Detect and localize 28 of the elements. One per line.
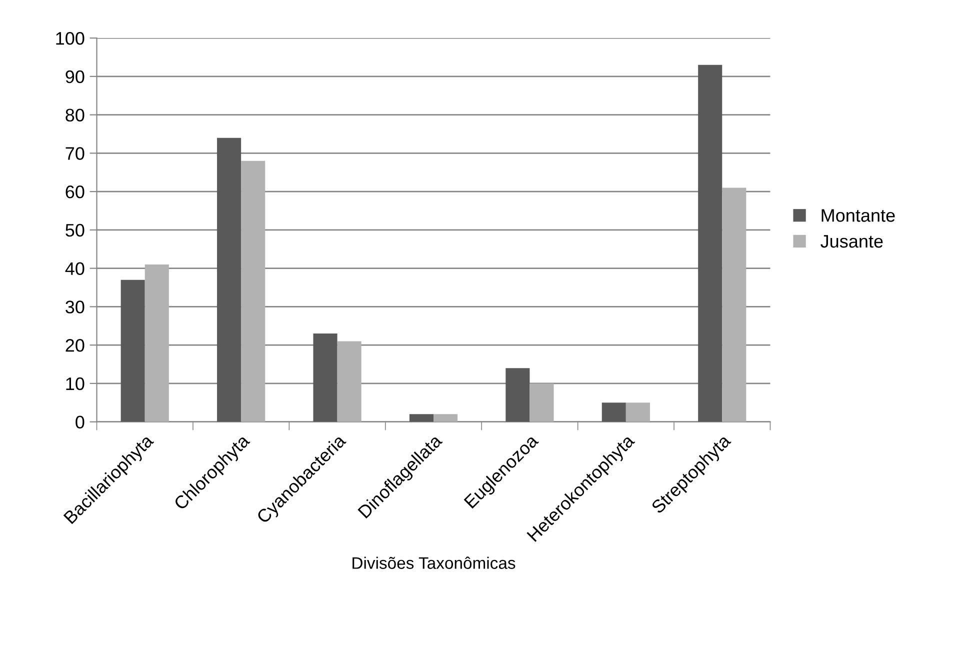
bar — [506, 368, 530, 422]
y-tick-label: 10 — [66, 377, 84, 390]
legend-label: Jusante — [820, 235, 883, 248]
bar — [217, 138, 242, 422]
bar — [409, 414, 434, 422]
bar — [530, 383, 554, 422]
y-tick-label: 40 — [65, 262, 84, 276]
y-tick-label: 0 — [76, 416, 84, 429]
bar — [722, 188, 746, 422]
y-tick-label: 60 — [66, 186, 84, 198]
bar — [698, 64, 722, 422]
bar — [337, 341, 362, 422]
y-tick-label: 50 — [66, 224, 84, 237]
x-axis-title: Divisões Taxonômicas — [352, 556, 516, 569]
y-tick-label: 100 — [56, 32, 84, 45]
bar — [144, 264, 169, 422]
bar — [433, 414, 458, 422]
y-tick-label: 20 — [66, 339, 84, 352]
bar — [120, 280, 145, 422]
bar — [313, 334, 338, 422]
legend-label: Montante — [822, 209, 895, 222]
bar — [602, 402, 626, 422]
y-tick-label: 80 — [66, 108, 84, 122]
bar — [626, 402, 650, 422]
y-tick-label: 90 — [66, 70, 84, 84]
y-tick-label: 30 — [66, 300, 84, 314]
y-tick-label: 70 — [66, 147, 84, 160]
bar — [241, 160, 266, 422]
